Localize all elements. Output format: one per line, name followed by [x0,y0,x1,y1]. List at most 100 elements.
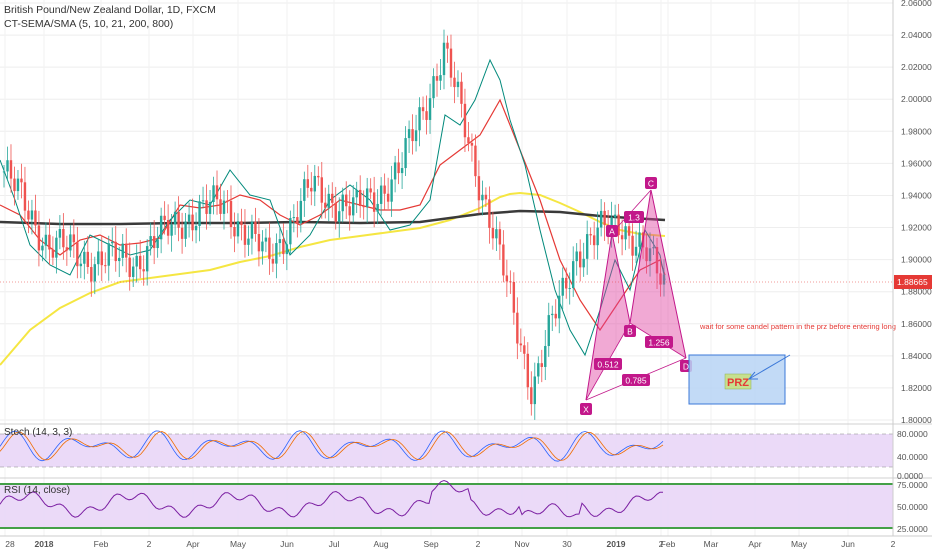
point-label-a: A [606,225,618,237]
candle-body [414,130,418,142]
candle-body [467,137,470,143]
candle-body [613,214,617,218]
current-price-value: 1.88665 [897,277,928,287]
candle-body [655,247,659,274]
candle-body [603,210,606,225]
stoch-band [0,434,893,467]
candle-body [212,185,215,202]
candle-body [383,185,386,194]
candle-body [624,226,627,240]
harmonic-pattern[interactable]: X A B C D 0.512 [580,177,692,415]
candle-body [446,42,449,49]
candle-body [345,194,348,207]
price-tick-label: 1.98000 [901,126,932,136]
time-tick-label: Feb [94,539,109,549]
price-tick-label: 2.04000 [901,30,932,40]
svg-text:X: X [583,405,589,415]
candle-body [132,266,135,277]
prz-zone[interactable]: PRZ [688,354,791,405]
candle-body [299,200,303,224]
candle-body [306,179,310,188]
price-candles [2,29,666,420]
time-tick-label: Jul [329,539,340,549]
point-label-b: B [624,325,636,337]
candle-body [111,241,114,244]
time-tick-label: Apr [186,539,199,549]
candle-body [512,281,516,313]
candle-body [243,225,247,245]
candle-body [44,234,48,246]
candle-body [310,187,313,192]
candle-body [268,237,271,259]
candle-body [20,178,23,183]
candle-body [156,239,159,249]
candle-body [79,263,83,267]
stoch-tick-80: 80.0000 [897,429,928,439]
candle-body [575,251,578,262]
candle-body [561,277,564,296]
stoch-k-line [0,430,664,462]
candle-body [90,267,93,282]
candle-body [142,269,145,272]
svg-text:0.512: 0.512 [597,360,619,370]
candle-body [296,217,299,224]
time-tick-label: Jun [841,539,855,549]
candle-body [271,258,275,264]
candle-body [261,241,264,252]
time-tick-label: 2 [476,539,481,549]
candle-body [355,189,358,198]
candle-body [282,239,285,255]
candle-body [568,288,571,290]
candle-body [173,211,177,225]
candle-body [72,234,76,243]
price-tick-label: 1.92000 [901,223,932,233]
candle-body [152,236,156,249]
candle-body [114,241,117,262]
candle-body [334,202,337,222]
stoch-pane[interactable] [0,430,893,468]
candle-body [13,178,16,192]
time-tick-label: Aug [373,539,388,549]
candle-body [491,227,495,239]
candle-body [620,235,624,240]
candle-body [222,200,226,214]
candle-body [331,193,334,203]
candle-body [393,162,397,180]
price-tick-label: 2.02000 [901,62,932,72]
candle-body [481,194,484,201]
candle-body [194,225,198,231]
rsi-pane[interactable] [0,479,893,529]
candle-body [526,353,530,388]
time-tick-label: 2 [659,539,664,549]
candle-body [453,77,456,88]
time-tick-label: May [791,539,808,549]
ratio-label-0512: 0.512 [594,358,622,370]
candle-body [191,214,194,231]
candle-body [166,219,170,236]
candle-body [97,251,100,265]
prz-label: PRZ [727,377,749,389]
price-tick-label: 1.82000 [901,383,932,393]
candle-body [592,235,596,246]
time-axis[interactable]: 28 2018 Feb 2 Apr May Jun Jul Aug Sep 2 Nov 30 2019 2F… [0,535,932,549]
candle-body [320,177,323,203]
price-axis[interactable]: 2.06000 2.04000 2.02000 2.00000 1.98000 1.960… [892,0,932,536]
candle-body [27,210,30,220]
candle-body [428,98,432,120]
candle-body [317,175,320,178]
candle-body [456,81,460,88]
trade-note: wait for some candel pattern in the prz … [699,322,896,331]
candle-body [421,107,425,112]
candle-body [23,182,27,211]
candle-body [187,214,191,222]
svg-text:A: A [609,227,615,237]
candle-body [275,243,278,264]
time-tick-label: Nov [514,539,530,549]
candle-body [121,243,124,258]
candle-body [338,211,341,222]
candle-body [460,81,463,104]
candle-body [379,185,383,204]
candle-body [285,244,289,255]
